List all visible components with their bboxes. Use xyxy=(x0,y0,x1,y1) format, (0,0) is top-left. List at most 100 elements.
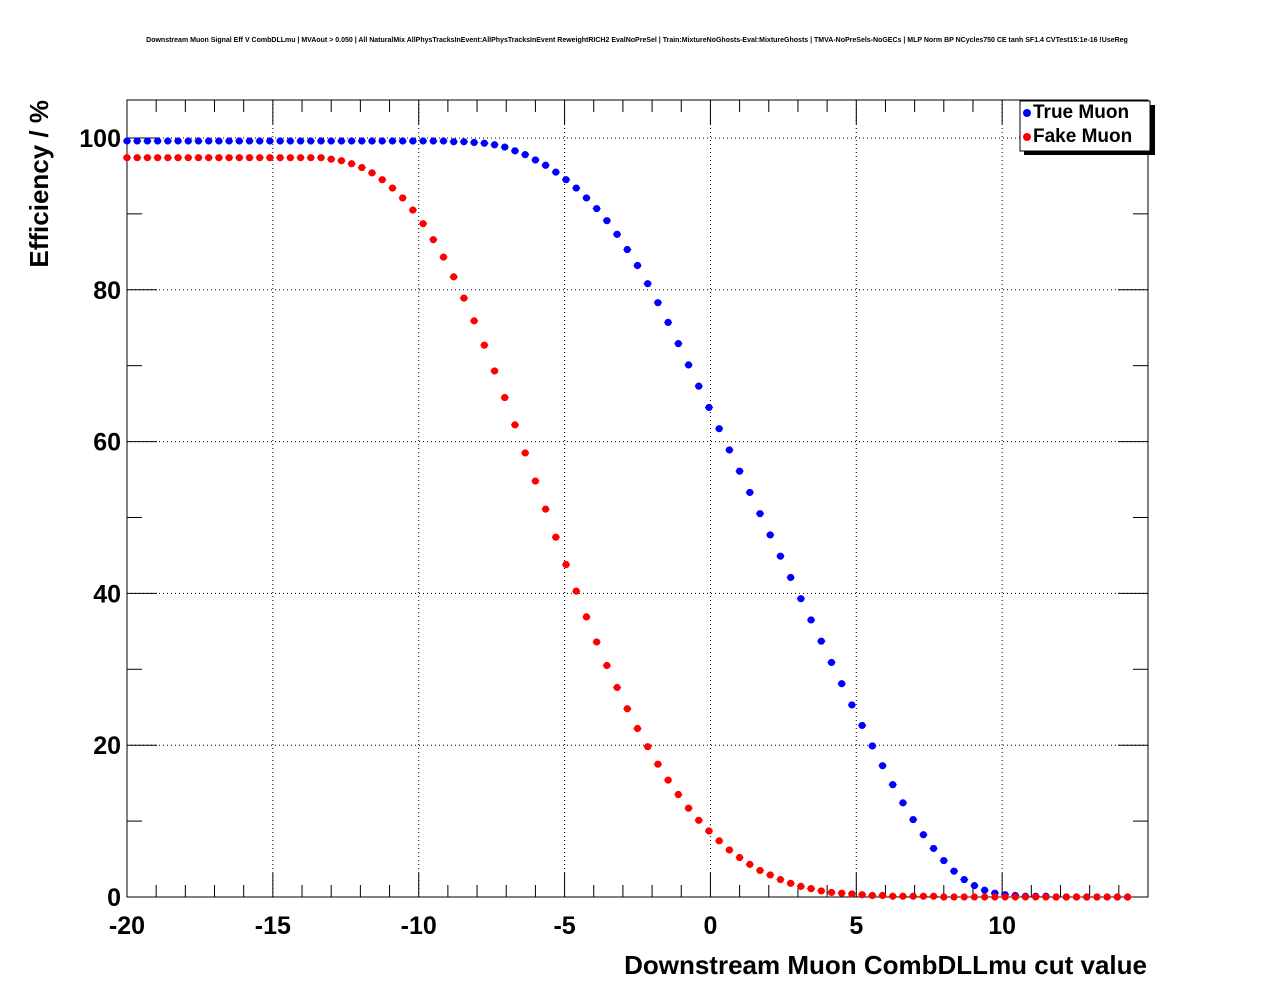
data-point xyxy=(215,137,223,145)
data-point xyxy=(827,658,836,667)
data-point xyxy=(960,893,968,901)
data-point xyxy=(184,154,192,162)
data-point xyxy=(235,154,243,162)
data-point xyxy=(797,595,805,603)
data-point xyxy=(858,891,866,899)
data-point xyxy=(348,160,356,168)
data-point xyxy=(419,137,427,145)
data-point xyxy=(919,831,927,839)
data-point xyxy=(460,294,468,302)
data-point xyxy=(899,892,907,900)
data-point xyxy=(674,790,682,799)
data-point xyxy=(490,141,499,149)
data-point xyxy=(868,891,876,900)
data-point xyxy=(296,154,305,162)
data-point xyxy=(480,341,488,349)
legend: True Muon Fake Muon xyxy=(1019,100,1155,155)
data-point xyxy=(368,137,376,145)
data-point xyxy=(940,856,948,865)
data-point xyxy=(674,340,682,348)
y-axis-label: Efficiency / % xyxy=(24,100,54,268)
data-point xyxy=(950,867,958,875)
data-point xyxy=(613,683,621,692)
data-point xyxy=(1011,893,1019,901)
data-point xyxy=(807,616,815,624)
data-point xyxy=(542,505,550,513)
data-point xyxy=(848,701,856,709)
data-point xyxy=(1123,893,1132,901)
data-point xyxy=(429,236,437,244)
data-point xyxy=(817,887,825,895)
data-point xyxy=(368,169,376,177)
data-point xyxy=(858,721,866,730)
data-point xyxy=(1103,893,1111,901)
data-point xyxy=(327,155,335,163)
data-point xyxy=(531,156,540,164)
data-point xyxy=(644,280,652,288)
data-point xyxy=(184,137,192,145)
x-tick-label: -15 xyxy=(255,912,291,940)
legend-marker-true-muon xyxy=(1023,109,1031,117)
x-axis-label: Downstream Muon CombDLLmu cut value xyxy=(624,950,1147,980)
data-point xyxy=(1083,893,1091,901)
grid-lines xyxy=(126,100,1148,897)
legend-box xyxy=(1019,100,1151,152)
data-point xyxy=(756,510,764,518)
data-point xyxy=(348,137,356,145)
data-point xyxy=(827,888,836,897)
data-point xyxy=(766,531,774,539)
data-point xyxy=(439,137,448,145)
data-point xyxy=(337,137,346,145)
data-point xyxy=(787,879,795,887)
data-point xyxy=(215,154,223,162)
data-point xyxy=(766,871,774,879)
data-point xyxy=(787,573,795,582)
data-point xyxy=(317,137,325,145)
data-point xyxy=(695,382,703,390)
data-point xyxy=(970,882,979,890)
data-point xyxy=(899,799,907,807)
data-point xyxy=(490,367,499,375)
data-point xyxy=(950,893,958,901)
data-point xyxy=(123,137,131,145)
data-point xyxy=(358,137,366,145)
data-point xyxy=(480,139,488,147)
data-point xyxy=(1093,893,1101,901)
plot-frame xyxy=(126,99,1149,898)
data-point xyxy=(582,194,591,202)
data-point xyxy=(929,844,938,853)
data-point xyxy=(1052,893,1060,901)
data-point xyxy=(143,154,152,162)
y-tick-label: 100 xyxy=(79,125,121,153)
data-point xyxy=(511,421,519,429)
data-point xyxy=(123,154,131,162)
data-point xyxy=(756,866,764,875)
data-point xyxy=(450,138,458,146)
data-point xyxy=(705,827,713,835)
data-point xyxy=(317,154,325,162)
data-point xyxy=(286,137,294,145)
data-point xyxy=(889,781,897,789)
data-point xyxy=(797,882,805,890)
legend-label-fake-muon: Fake Muon xyxy=(1033,126,1132,147)
data-point xyxy=(664,318,672,327)
data-point xyxy=(531,477,540,485)
data-point xyxy=(245,137,254,145)
data-point xyxy=(521,151,529,159)
data-point xyxy=(746,488,754,497)
x-tick-label: 10 xyxy=(988,912,1016,940)
data-point xyxy=(409,206,417,214)
data-point xyxy=(205,137,213,145)
data-point xyxy=(1001,893,1009,901)
x-tick-label: 0 xyxy=(703,912,717,940)
data-point xyxy=(429,137,437,145)
data-point xyxy=(266,137,274,145)
data-point xyxy=(276,137,284,145)
data-point xyxy=(470,138,478,147)
data-point xyxy=(256,137,264,145)
data-point xyxy=(623,705,631,713)
series-layer xyxy=(123,137,1132,901)
data-point xyxy=(593,204,601,213)
data-point xyxy=(552,168,560,176)
data-point xyxy=(542,161,550,169)
